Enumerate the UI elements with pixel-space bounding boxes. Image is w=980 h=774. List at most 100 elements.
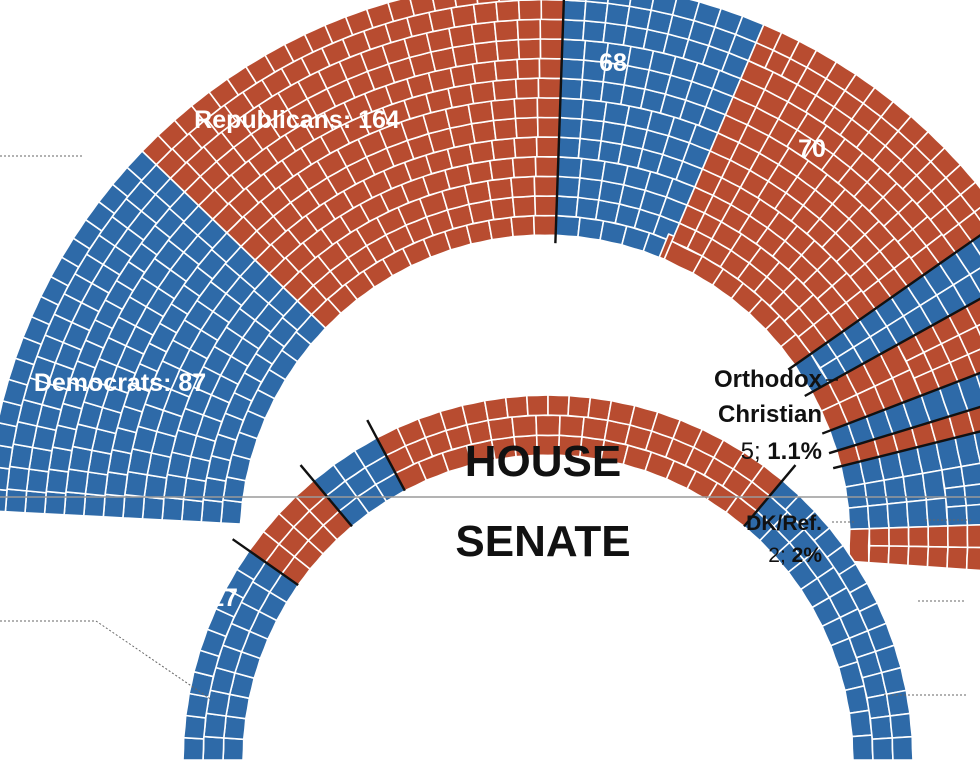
house-seat [925,497,949,528]
senate-seat [889,712,914,739]
house-seat [264,43,295,73]
senate-seat [607,399,636,426]
house-seat [43,490,67,516]
dkref-count: 2 [768,544,780,567]
house-seat [365,1,395,29]
house-seat [498,0,522,3]
house-seat [490,137,517,161]
senate-seat [222,715,247,741]
house-seat [563,0,587,2]
house-seat [516,57,541,80]
house-seat [1,378,29,407]
senate-seat [535,414,561,437]
house-seat [556,155,583,179]
senate-group-boundary [299,464,353,528]
orthodox-percent: 1.1% [767,438,822,465]
house-seat [658,233,675,261]
senate-group-boundary [743,464,797,528]
house-seat [190,91,222,122]
house-seat [472,1,499,25]
house-seat [495,0,521,23]
house-seat [473,40,499,65]
house-seat [123,470,149,498]
house-seat [965,546,980,572]
house-seat [476,0,501,5]
senate-seat [262,512,295,545]
house-seat [39,275,69,306]
house-seat [102,493,126,519]
house-seat [122,493,146,520]
house-seat [693,0,722,28]
senate-seat [858,602,888,632]
house-seat [536,96,562,119]
senate-seat [525,394,549,417]
house-seat [532,214,558,237]
senate-seat [461,399,489,426]
house-seat [926,545,949,569]
house-seat [602,21,628,46]
senate-seat [587,396,613,422]
house-seat [714,7,744,36]
senate-seat [885,689,911,717]
house-seat [886,501,910,529]
house-seat [141,495,165,521]
house-seat [539,38,564,60]
house-seat [929,147,962,179]
house-seat [226,65,258,96]
house-seat [946,524,969,549]
house-seat [534,195,558,217]
senate-seat [193,649,220,678]
senate-seat [871,737,894,761]
senate-seat [396,417,427,447]
house-seat [490,97,517,122]
house-seat [559,77,584,100]
house-seat [628,0,655,11]
house-seat [555,195,579,218]
house-seat [967,348,980,376]
house-seat [0,422,18,449]
orthodox-label-line2: Christian [718,401,822,428]
house-seat [825,61,857,92]
house-seat [7,357,35,386]
house-seat [907,525,930,548]
house-seat [557,136,581,159]
senate-title: SENATE [455,517,630,566]
house-seat [0,488,8,513]
senate-seat [222,737,245,761]
house-seat [671,0,701,22]
house-seat [558,97,585,120]
house-seat [535,136,560,158]
house-seat [965,503,980,527]
house-seat [220,499,244,525]
senate-seat [417,410,447,439]
house-seat [755,23,783,52]
house-seat [4,488,28,514]
house-title: HOUSE [465,437,621,486]
house-seat [583,0,609,24]
senate-seat [629,404,659,432]
senate-seat [567,394,592,419]
house-seat [0,400,23,428]
dkref-percent: 2% [792,544,823,567]
senate-seat [182,736,205,761]
house-seat [844,73,876,105]
house-seat [493,58,519,82]
senate-group-boundary [366,419,406,492]
house-seat [888,526,910,548]
house-seat [880,100,912,132]
house-seat [558,116,583,140]
segment-11-label: 11 [776,736,803,764]
house-seat [969,267,980,294]
senate-seat [224,568,255,599]
senate-seat [199,628,227,658]
house-seat [963,483,980,507]
house-seat [975,323,980,336]
senate-seat [848,709,873,738]
house-seat [72,218,103,250]
senate-seat [332,449,366,482]
senate-seat [202,712,227,739]
house-seat [973,206,980,222]
house-seat [514,77,540,100]
senate-group-boundaries [231,419,797,587]
house-seat [63,491,87,517]
